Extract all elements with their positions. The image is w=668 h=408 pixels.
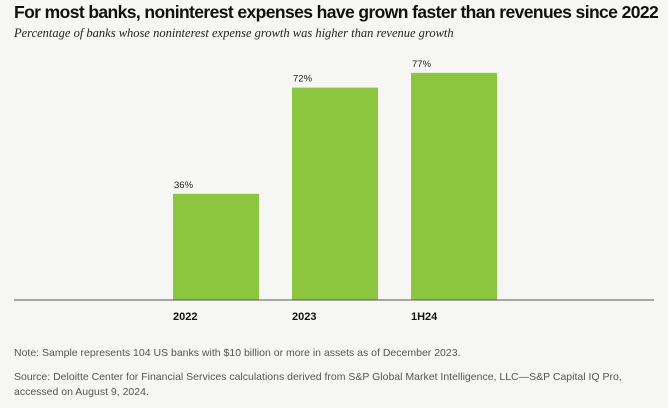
bar-2022: [173, 193, 259, 300]
bar-chart: 36% 2022 72% 2023 77% 1H24: [14, 59, 654, 323]
bar-1H24: [411, 72, 497, 300]
data-label-2022: 36%: [174, 180, 194, 191]
chart-title: For most banks, noninterest expenses hav…: [14, 2, 659, 22]
x-tick-label-2023: 2023: [292, 311, 316, 323]
data-label-1H24: 77%: [412, 59, 432, 70]
data-label-2023: 72%: [293, 74, 313, 85]
bar-2023: [292, 87, 378, 300]
x-tick-label-1H24: 1H24: [411, 311, 438, 323]
chart-note: Note: Sample represents 104 US banks wit…: [14, 347, 461, 359]
chart-subtitle: Percentage of banks whose noninterest ex…: [14, 26, 454, 40]
x-tick-label-2022: 2022: [173, 311, 197, 323]
chart-source: Source: Deloitte Center for Financial Se…: [14, 371, 622, 398]
